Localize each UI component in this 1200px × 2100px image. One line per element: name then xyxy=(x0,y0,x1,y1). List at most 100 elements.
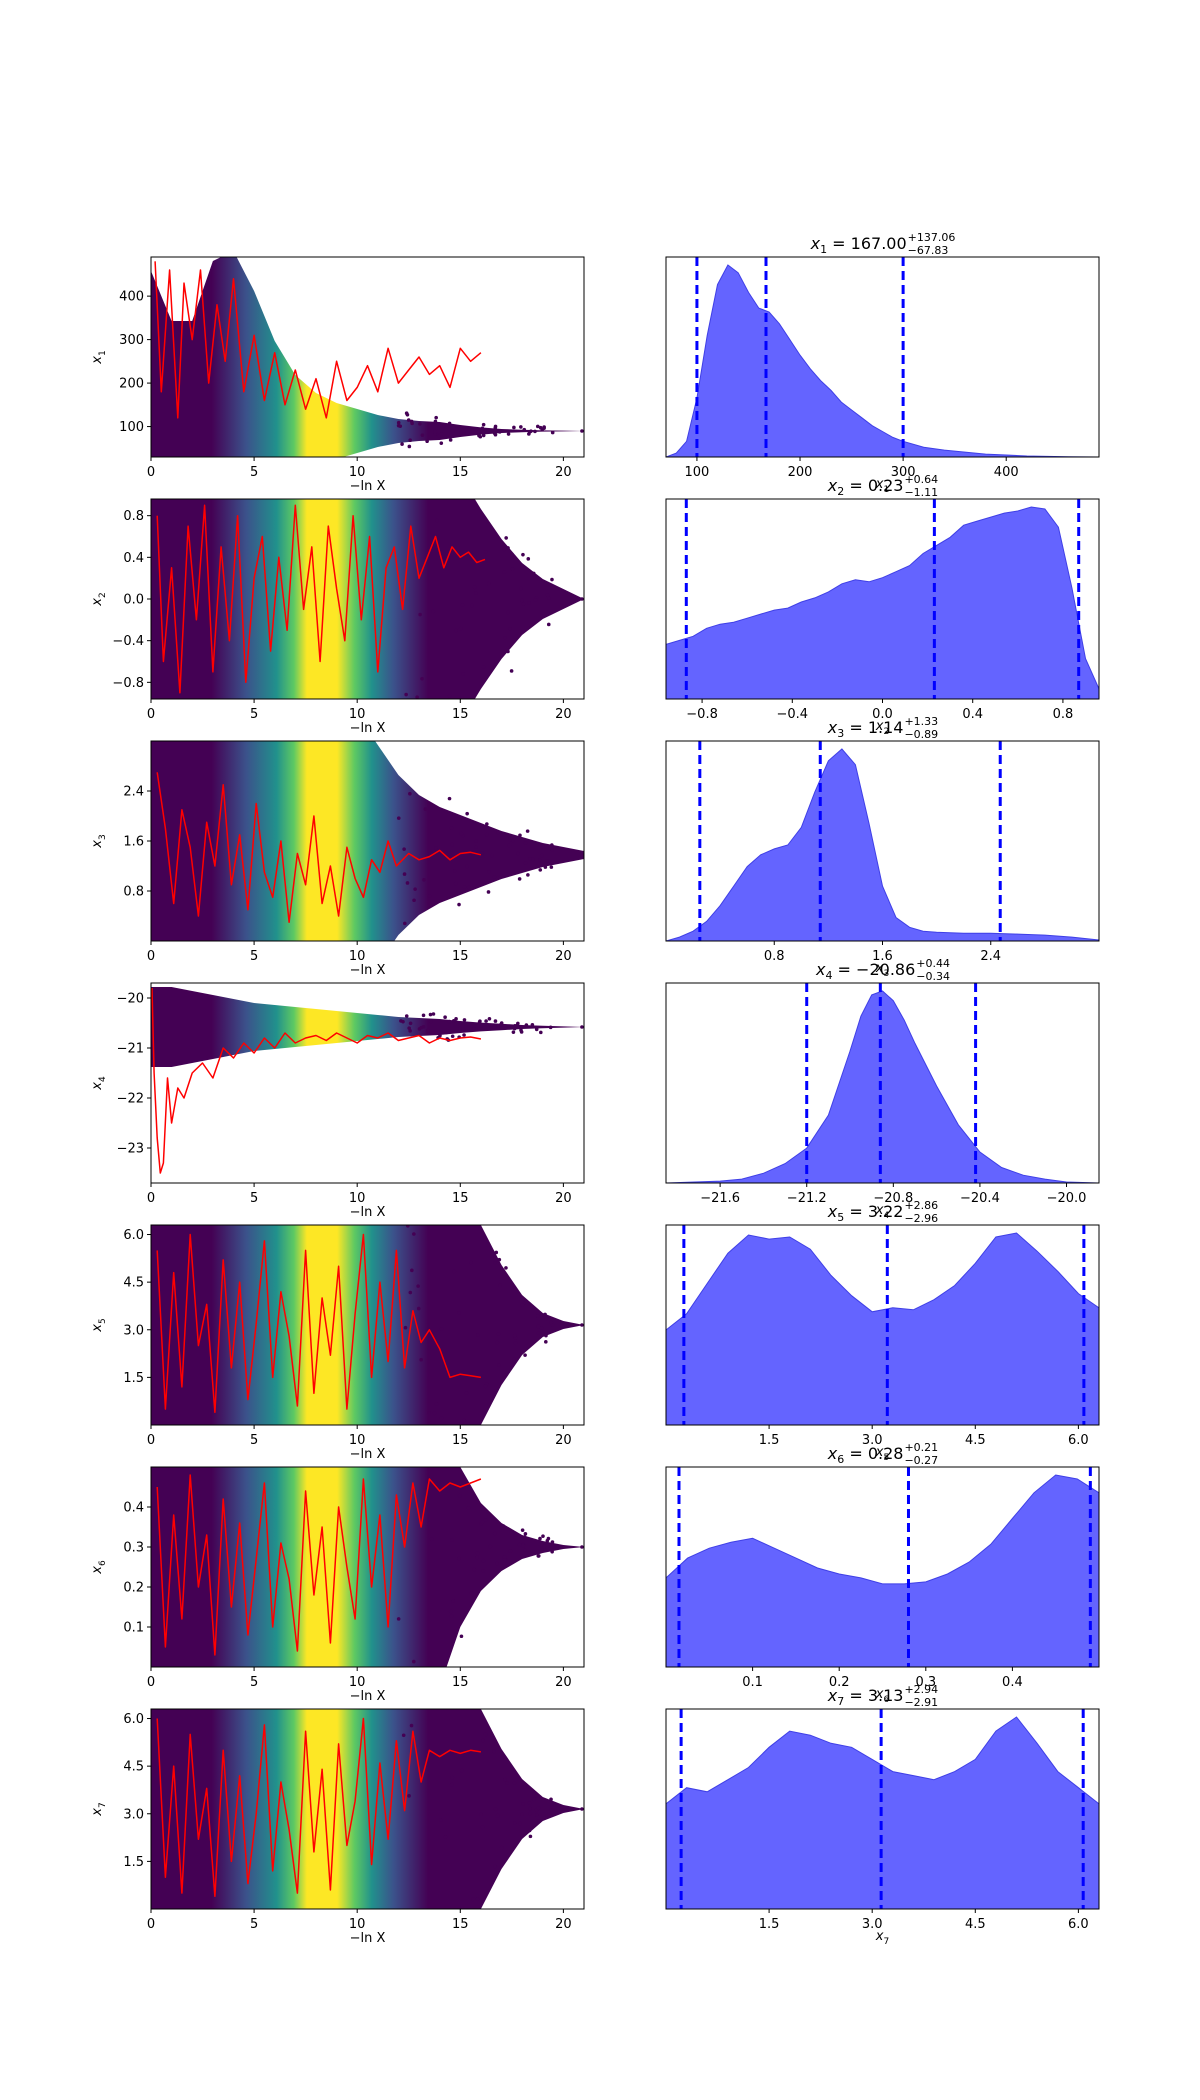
trace-panel-1-ytick-label: 400 xyxy=(119,290,144,305)
kde-panel-6-title: x6 = 0.28 xyxy=(827,1444,904,1466)
trace-panel-5-scatter-point xyxy=(520,1303,525,1307)
trace-panel-5-scatter-point xyxy=(483,1384,488,1389)
trace-panel-5-scatter-point xyxy=(412,1232,416,1236)
trace-panel-4-scatter-point xyxy=(408,1029,412,1033)
kde-panel-7-xtick-label: 4.5 xyxy=(965,1917,986,1932)
trace-panel-1-scatter-point xyxy=(506,432,511,436)
trace-panel-3-scatter-point xyxy=(490,853,494,858)
trace-panel-2: 0 5 10 15 20 −0.8 −0.4 0.0 0.4 0.8 −ln X x2 xyxy=(90,498,585,736)
trace-panel-7-scatter-point xyxy=(459,1768,464,1773)
trace-panel-2-xlabel: −ln X xyxy=(350,721,386,736)
trace-panel-7-scatter-cloud xyxy=(151,1709,584,1909)
trace-panel-6-scatter-point xyxy=(543,1547,547,1552)
trace-panel-4-scatter-point xyxy=(462,1033,466,1037)
trace-panel-7-scatter-point xyxy=(535,1813,539,1817)
kde-panel-4-xtick-label: −20.0 xyxy=(1047,1191,1087,1206)
trace-panel-4-scatter-point xyxy=(428,1012,433,1017)
trace-panel-5-scatter-point xyxy=(513,1341,518,1346)
kde-panel-4-xlabel: x4 xyxy=(875,1203,890,1221)
trace-panel-4-plot-area xyxy=(151,987,584,1174)
trace-panel-4-scatter-point xyxy=(450,1034,455,1039)
trace-panel-6-scatter-point xyxy=(457,1556,461,1561)
trace-panel-5-xtick-label: 5 xyxy=(250,1433,258,1448)
trace-panel-3-scatter-point xyxy=(405,881,410,885)
trace-panel-2-scatter-point xyxy=(502,570,507,575)
trace-panel-4-scatter-point xyxy=(519,1030,524,1034)
trace-panel-4-ytick-label: −21 xyxy=(117,1042,144,1057)
trace-panel-5-scatter-point xyxy=(512,1333,517,1338)
trace-panel-7-scatter-point xyxy=(471,1897,476,1902)
kde-panel-1-title: x1 = 167.00 xyxy=(810,234,907,256)
trace-panel-6-xtick-label: 10 xyxy=(349,1675,366,1690)
kde-panel-3-title-err-minus: −0.89 xyxy=(904,728,938,741)
trace-panel-7-scatter-point xyxy=(527,1828,532,1833)
trace-panel-5-scatter-point xyxy=(504,1266,508,1270)
trace-panel-1-scatter-point xyxy=(522,427,527,432)
trace-panel-7-scatter-point xyxy=(503,1777,507,1782)
trace-panel-2-scatter-point xyxy=(510,567,515,572)
trace-panel-4-scatter-point xyxy=(404,1014,409,1018)
trace-panel-1-xtick-label: 15 xyxy=(452,465,469,480)
trace-panel-4-scatter-point xyxy=(580,1025,584,1029)
trace-panel-7-frame xyxy=(150,1708,585,1910)
trace-panel-7-scatter-point xyxy=(480,1825,485,1830)
trace-panel-2-scatter-point xyxy=(461,672,466,676)
trace-panel-4-scatter-point xyxy=(539,1030,543,1035)
trace-panel-5-scatter-point xyxy=(523,1353,527,1357)
trace-panel-1-xlabel: −ln X xyxy=(350,479,386,494)
trace-panel-1-scatter-point xyxy=(405,413,410,417)
trace-panel-2-scatter-point xyxy=(486,581,491,586)
kde-panel-1-xlabel: x1 xyxy=(875,477,889,495)
kde-panel-2-xtick-label: −0.4 xyxy=(777,707,809,722)
trace-panel-1-ylabel: x1 xyxy=(90,350,108,364)
trace-panel-3-xtick-label: 10 xyxy=(349,949,366,964)
trace-panel-3-scatter-point xyxy=(412,898,416,903)
trace-panel-7-xtick-label: 20 xyxy=(555,1917,572,1932)
kde-panel-3-title: x3 = 1.14 xyxy=(827,718,904,740)
trace-panel-6-scatter-point xyxy=(475,1551,480,1556)
trace-panel-7-ytick-label: 3.0 xyxy=(123,1807,144,1822)
trace-panel-5-ytick-label: 4.5 xyxy=(123,1276,144,1291)
trace-panel-7-ylabel: x7 xyxy=(90,1802,108,1816)
trace-panel-7-scatter-point xyxy=(505,1781,510,1785)
trace-panel-2-scatter-point xyxy=(510,552,514,557)
trace-panel-3-scatter-point xyxy=(516,851,520,856)
trace-panel-6-scatter-point xyxy=(429,1537,434,1542)
trace-panel-7-scatter-point xyxy=(522,1784,527,1789)
trace-panel-5-scatter-point xyxy=(408,1290,413,1295)
trace-panel-3-scatter-point xyxy=(427,894,432,898)
trace-panel-4-scatter-cloud xyxy=(151,987,584,1067)
trace-panel-7-scatter-point xyxy=(401,1733,406,1738)
trace-panel-6-scatter-point xyxy=(448,1609,453,1614)
trace-panel-2-ytick-label: 0.8 xyxy=(123,509,144,524)
trace-panel-1-ytick-label: 200 xyxy=(119,377,144,392)
trace-panel-4-scatter-point xyxy=(428,1019,433,1024)
trace-panel-2-scatter-point xyxy=(509,669,514,673)
trace-panel-3-scatter-point xyxy=(523,841,528,845)
trace-panel-3-scatter-point xyxy=(539,853,544,858)
trace-panel-5-scatter-point xyxy=(432,1411,437,1416)
trace-panel-1-scatter-point xyxy=(493,432,498,437)
trace-panel-2-scatter-point xyxy=(580,597,584,601)
trace-panel-4-scatter-point xyxy=(493,1019,498,1023)
trace-panel-2-scatter-point xyxy=(520,598,524,603)
trace-panel-3-scatter-point xyxy=(518,833,522,838)
trace-panel-6-scatter-point xyxy=(508,1549,513,1554)
trace-panel-4-ylabel: x4 xyxy=(90,1076,108,1091)
trace-panel-7-scatter-point xyxy=(492,1749,496,1754)
trace-panel-6-scatter-point xyxy=(502,1555,507,1559)
trace-panel-6-scatter-point xyxy=(550,1549,554,1554)
trace-panel-5-scatter-point xyxy=(452,1269,457,1274)
trace-panel-1-scatter-point xyxy=(450,429,455,434)
trace-panel-4-scatter-point xyxy=(507,1024,511,1029)
trace-panel-6-ytick-label: 0.4 xyxy=(123,1501,144,1516)
trace-panel-7-xtick-label: 0 xyxy=(147,1917,155,1932)
trace-panel-6-scatter-point xyxy=(520,1528,525,1532)
trace-panel-5-ytick-label: 1.5 xyxy=(123,1371,144,1386)
trace-panel-7-ytick-label: 6.0 xyxy=(123,1712,144,1727)
trace-panel-6-scatter-point xyxy=(428,1661,433,1665)
trace-panel-2-scatter-point xyxy=(404,692,408,697)
trace-panel-3-scatter-point xyxy=(545,859,549,863)
trace-panel-2-trace-line xyxy=(156,504,486,694)
kde-panel-4-title-err-minus: −0.34 xyxy=(916,970,950,983)
